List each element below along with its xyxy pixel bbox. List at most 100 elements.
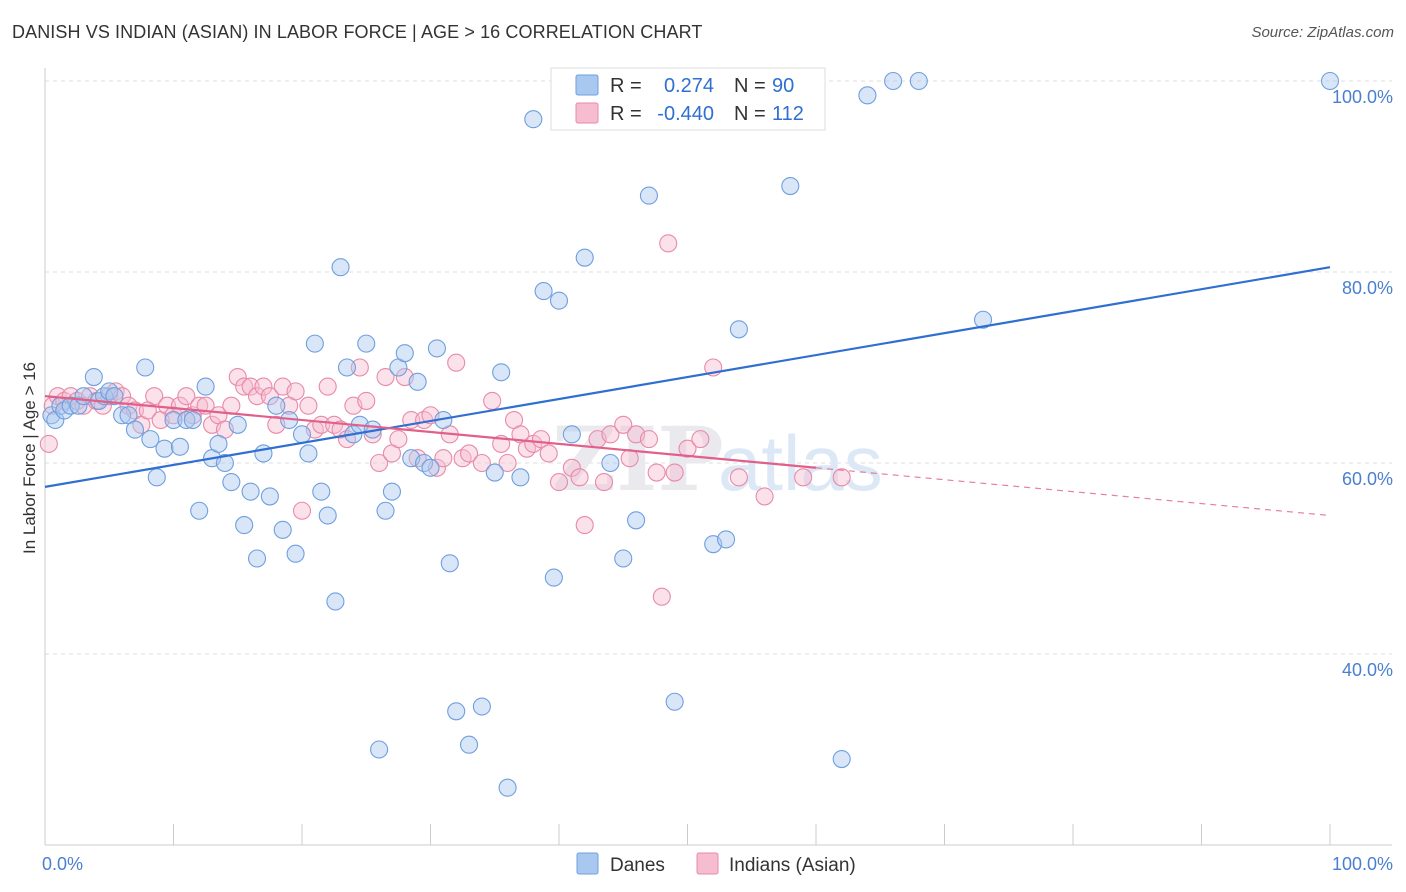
source-label: Source: ZipAtlas.com xyxy=(1251,24,1394,41)
indians-point xyxy=(601,425,620,444)
legend-swatch-indians xyxy=(575,102,599,124)
indians-point xyxy=(286,382,305,401)
danes-point xyxy=(665,692,684,711)
indians-point xyxy=(614,415,633,434)
danes-point xyxy=(215,453,234,473)
indians-point xyxy=(665,463,684,482)
danes-point xyxy=(716,530,736,549)
indians-point xyxy=(459,444,479,463)
danes-point xyxy=(164,410,183,430)
danes-point xyxy=(100,382,119,401)
indians-point xyxy=(678,439,697,458)
danes-trend-line xyxy=(44,266,1331,488)
danes-point xyxy=(105,387,124,406)
danes-point xyxy=(370,740,389,759)
danes-point xyxy=(421,458,440,477)
danes-point xyxy=(141,430,160,449)
danes-point xyxy=(312,482,331,501)
danes-point xyxy=(544,568,563,587)
indians-point xyxy=(299,396,318,415)
danes-point xyxy=(492,363,511,382)
indians-point xyxy=(594,473,614,492)
bottom-legend-label-danes: Danes xyxy=(610,855,665,876)
y-tick-label: 100.0% xyxy=(1332,87,1393,107)
danes-point xyxy=(196,377,215,396)
danes-point xyxy=(395,344,414,363)
danes-point xyxy=(305,334,324,353)
danes-point xyxy=(318,506,337,525)
indians-point xyxy=(376,367,395,387)
indians-point xyxy=(620,449,639,468)
danes-point xyxy=(136,358,155,377)
danes-point xyxy=(524,110,543,129)
indians-point xyxy=(729,468,748,487)
indians-point xyxy=(483,391,502,410)
series-danes-points xyxy=(42,71,1340,797)
indians-point xyxy=(447,353,466,372)
danes-point xyxy=(884,71,903,91)
indians-point xyxy=(755,487,774,506)
tick-labels: 40.0% 60.0% 80.0% 100.0% 0.0% 100.0% xyxy=(42,87,1393,874)
indians-trend-extension xyxy=(815,467,1331,517)
danes-point xyxy=(61,396,80,415)
danes-point xyxy=(46,410,65,430)
y-tick-label: 80.0% xyxy=(1342,278,1393,298)
danes-point xyxy=(292,425,312,444)
legend-swatch-danes xyxy=(575,74,599,96)
legend-n-value-danes: 90 xyxy=(772,75,794,97)
danes-point xyxy=(170,437,189,456)
danes-point xyxy=(729,320,748,339)
indians-point xyxy=(370,453,389,473)
bottom-legend-label-indians: Indians (Asian) xyxy=(729,855,856,876)
axes xyxy=(44,68,1392,846)
y-tick-label: 40.0% xyxy=(1342,660,1393,680)
danes-point xyxy=(858,86,877,105)
danes-point xyxy=(440,554,459,573)
grid-lines xyxy=(45,80,1392,655)
chart-title: DANISH VS INDIAN (ASIAN) IN LABOR FORCE … xyxy=(12,22,703,42)
indians-point xyxy=(562,458,581,477)
danes-point xyxy=(511,468,530,487)
danes-point xyxy=(337,358,357,377)
indians-point xyxy=(389,430,408,449)
indians-point xyxy=(434,449,453,468)
danes-point xyxy=(228,415,247,434)
bottom-legend-swatch-indians xyxy=(696,852,719,875)
x-tick-label: 0.0% xyxy=(42,854,83,874)
danes-point xyxy=(260,487,279,506)
danes-point xyxy=(357,334,376,353)
danes-point xyxy=(190,501,209,520)
danes-point xyxy=(247,549,267,568)
indians-trend-line xyxy=(44,395,817,469)
danes-point xyxy=(781,177,800,196)
indians-point xyxy=(357,391,376,410)
danes-point xyxy=(601,453,620,473)
legend-r-value-indians: -0.440 xyxy=(657,103,714,125)
bottom-legend-swatch-danes xyxy=(576,852,599,875)
danes-point xyxy=(534,282,553,301)
indians-point xyxy=(235,377,254,396)
danes-point xyxy=(69,396,88,415)
indians-point xyxy=(254,377,273,396)
indians-point xyxy=(241,377,260,396)
danes-point xyxy=(299,444,318,463)
danes-point xyxy=(382,482,402,501)
indians-point xyxy=(539,444,558,463)
indians-point xyxy=(639,430,659,449)
danes-point xyxy=(459,735,479,754)
danes-point xyxy=(909,71,928,91)
indians-point xyxy=(292,501,312,520)
indians-point xyxy=(260,387,279,406)
danes-point xyxy=(273,520,292,539)
y-tick-label: 60.0% xyxy=(1342,469,1393,489)
legend-n-label-danes: N = xyxy=(734,75,766,97)
danes-point xyxy=(973,310,993,329)
danes-point xyxy=(832,749,851,769)
series-legend: Danes Indians (Asian) xyxy=(576,852,856,876)
stats-legend: R = 0.274 N = 90 R = -0.440 N = 112 xyxy=(550,67,826,131)
danes-point xyxy=(125,420,144,439)
danes-point xyxy=(427,339,446,358)
indians-point xyxy=(228,367,247,387)
trend-lines xyxy=(44,266,1331,517)
indians-point xyxy=(549,473,569,492)
